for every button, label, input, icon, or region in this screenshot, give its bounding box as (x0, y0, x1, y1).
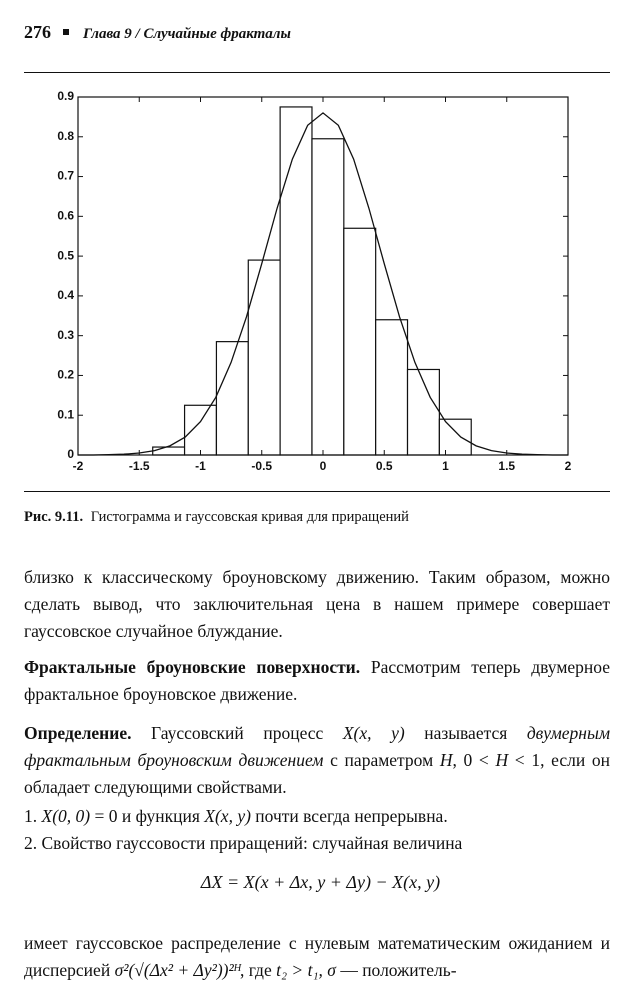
x-tick-label: -1 (195, 459, 206, 473)
y-tick-label: 0.9 (57, 89, 74, 103)
histogram-bar (311, 138, 345, 456)
math: σ²(√(Δx² + Δy²))²ᴴ (114, 960, 240, 980)
x-tick-label: 1 (442, 459, 449, 473)
gaussian-curve (78, 112, 568, 456)
y-tick-label: 0.7 (57, 169, 74, 183)
text: , 0 < (452, 750, 489, 770)
y-tick-label: 0.1 (57, 407, 74, 421)
chart: 0 0.1 0.2 0.3 0.4 0.5 0.6 0.7 0.8 0.9 -2 -1.5 -1 -0.5… (57, 89, 572, 473)
page-number: 276 (24, 22, 51, 42)
list-item: 2. Свойство гауссовости приращений: случ… (24, 833, 463, 853)
paragraph: Фрактальные броуновские поверхности. Рас… (24, 654, 610, 708)
y-tick-label: 0.3 (57, 328, 74, 342)
paragraph: близко к классическому броуновскому движ… (24, 567, 610, 641)
histogram-bar (152, 446, 186, 456)
term: двумерным фрактальным броуновским движен… (24, 723, 610, 770)
caption-text: Гистограмма и гауссовская кривая для при… (90, 509, 409, 525)
formula: ΔX = X(x + Δx, y + Δy) − X(x, y) (200, 872, 441, 892)
x-tick-label: 0.5 (376, 459, 393, 473)
running-header: 276 Глава 9 / Случайные фракталы (24, 22, 291, 43)
paragraph-text: Рассмотрим теперь двумерное фрактальное … (24, 657, 611, 704)
histogram-bar (183, 404, 218, 456)
y-tick-label: 0 (67, 447, 74, 461)
histogram-bar (247, 259, 281, 456)
math: X(x, y) (204, 806, 251, 826)
math: X(x, y) (342, 723, 405, 743)
chapter-title: Глава 9 / Случайные фракталы (83, 26, 291, 42)
bullet (63, 29, 69, 35)
text: Гауссовский процесс (151, 723, 324, 743)
y-tick-label: 0.8 (57, 129, 74, 143)
text: с параметром (330, 750, 434, 770)
paragraph: имеет гауссовское распределение с нулевы… (24, 930, 610, 984)
histogram-bar (375, 319, 409, 456)
rule (24, 491, 610, 492)
text: называется (424, 723, 508, 743)
text: = 0 и функция (94, 806, 200, 826)
figure-caption: Рис. 9.11. Гистограмма и гауссовская кри… (24, 509, 409, 526)
math: H (439, 750, 453, 770)
math: H (495, 750, 509, 770)
text: 1. (24, 806, 38, 826)
x-tick-label: -2 (73, 459, 84, 473)
text: < 1, если он обладает следующими свойств… (24, 750, 610, 797)
definition: Определение. Гауссовский процесс X(x, y)… (24, 720, 610, 801)
math: t₂ > t₁, σ (276, 960, 336, 980)
y-tick-label: 0.6 (57, 209, 74, 223)
definition-heading: Определение. (24, 723, 132, 743)
math: X(0, 0) (41, 806, 91, 826)
caption-label: Рис. 9.11. (24, 509, 84, 525)
histogram-bar (279, 106, 313, 456)
x-tick-label: 0 (320, 459, 327, 473)
list-item: 1. X(0, 0) = 0 и функция X(x, y) почти в… (24, 803, 610, 830)
rule (24, 72, 610, 73)
y-tick-label: 0.5 (57, 248, 74, 262)
text: , где (239, 960, 272, 980)
y-tick-label: 0.4 (57, 288, 74, 302)
x-tick-label: -1.5 (129, 459, 150, 473)
paragraph-heading: Фрактальные броуновские поверхности. (24, 657, 361, 677)
y-tick-label: 0.2 (57, 368, 74, 382)
histogram-bar (343, 227, 377, 456)
x-tick-label: 1.5 (498, 459, 515, 473)
histogram-bar (438, 418, 472, 456)
text: — положитель- (340, 960, 457, 980)
x-tick-label: 2 (565, 459, 572, 473)
text: имеет гауссовское распределение с нулевы… (24, 933, 610, 980)
x-tick-label: -0.5 (251, 459, 272, 473)
text: почти всегда непрерывна. (255, 806, 448, 826)
